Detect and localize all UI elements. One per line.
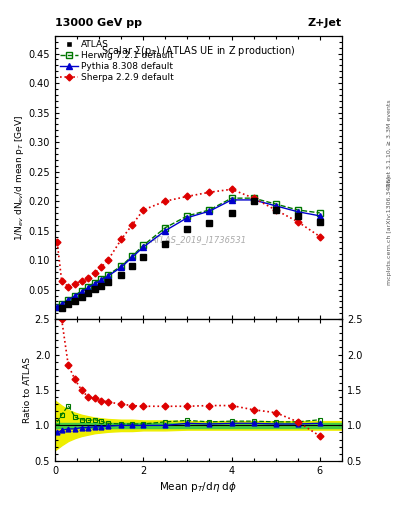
Text: Scalar $\Sigma$(p$_T$) (ATLAS UE in Z production): Scalar $\Sigma$(p$_T$) (ATLAS UE in Z pr…	[101, 45, 296, 58]
Text: Rivet 3.1.10, ≥ 3.3M events: Rivet 3.1.10, ≥ 3.3M events	[387, 99, 391, 187]
Y-axis label: 1/N$_{ev}$ dN$_{ev}$/d mean p$_T$ [GeV]: 1/N$_{ev}$ dN$_{ev}$/d mean p$_T$ [GeV]	[13, 114, 26, 241]
X-axis label: Mean p$_T$/d$\eta$ d$\phi$: Mean p$_T$/d$\eta$ d$\phi$	[160, 480, 237, 494]
Text: mcplots.cern.ch [arXiv:1306.3436]: mcplots.cern.ch [arXiv:1306.3436]	[387, 176, 391, 285]
Legend: ATLAS, Herwig 7.2.1 default, Pythia 8.308 default, Sherpa 2.2.9 default: ATLAS, Herwig 7.2.1 default, Pythia 8.30…	[59, 40, 174, 82]
Bar	[55, 423, 342, 428]
Text: Z+Jet: Z+Jet	[308, 18, 342, 28]
Text: ATLAS_2019_I1736531: ATLAS_2019_I1736531	[151, 236, 246, 244]
Text: 13000 GeV pp: 13000 GeV pp	[55, 18, 142, 28]
Y-axis label: Ratio to ATLAS: Ratio to ATLAS	[23, 357, 32, 423]
